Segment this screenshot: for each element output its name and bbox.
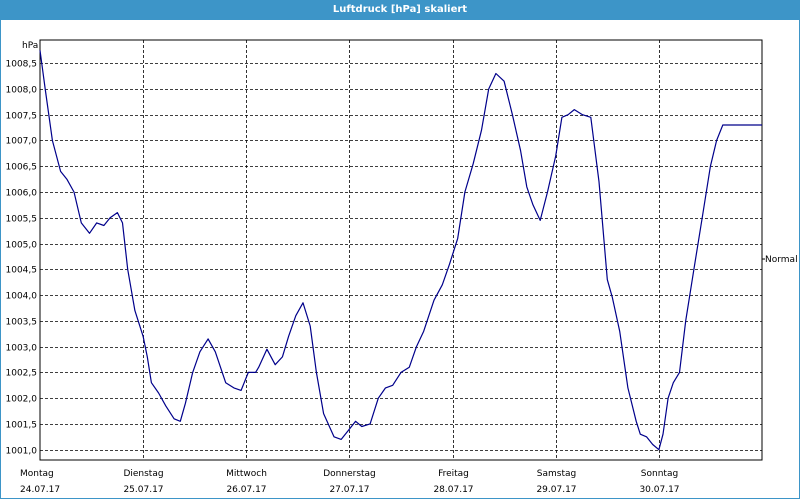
x-tick-date: 29.07.17	[536, 485, 576, 495]
y-tick-label: 1008,0	[6, 86, 38, 96]
x-tick-day: Sonntag	[641, 469, 678, 479]
plot-area	[39, 39, 763, 461]
x-tick-date: 24.07.17	[20, 485, 60, 495]
y-tick-label: 1007,0	[6, 137, 38, 147]
x-tick-date: 26.07.17	[226, 485, 266, 495]
y-tick-label: 1001,5	[6, 421, 38, 431]
y-tick-label: 1006,5	[6, 163, 38, 173]
y-tick-label: 1007,5	[6, 112, 38, 122]
y-tick-label: 1001,0	[6, 447, 38, 457]
x-tick-day: Donnerstag	[323, 469, 376, 479]
y-tick-label: 1002,5	[6, 369, 38, 379]
x-tick-day: Dienstag	[123, 469, 163, 479]
pressure-series-line	[39, 50, 762, 451]
reference-label: Normal	[765, 255, 798, 265]
y-axis-label: hPa	[22, 41, 38, 51]
x-tick-date: 28.07.17	[433, 485, 473, 495]
x-tick-day: Mittwoch	[226, 469, 267, 479]
x-tick-date: 27.07.17	[329, 485, 369, 495]
x-tick-day: Samstag	[537, 469, 576, 479]
y-tick-label: 1004,0	[6, 292, 38, 302]
x-tick-date: 30.07.17	[639, 485, 679, 495]
x-tick-day: Freitag	[438, 469, 469, 479]
x-tick-day: Montag	[20, 469, 54, 479]
y-tick-label: 1002,0	[6, 395, 38, 405]
chart-title: Luftdruck [hPa] skaliert	[0, 0, 800, 20]
y-tick-label: 1005,0	[6, 241, 38, 251]
y-tick-label: 1004,5	[6, 266, 38, 276]
y-tick-label: 1008,5	[6, 60, 38, 70]
y-tick-label: 1003,0	[6, 344, 38, 354]
y-tick-label: 1006,0	[6, 189, 38, 199]
y-tick-label: 1005,5	[6, 215, 38, 225]
y-tick-label: 1003,5	[6, 318, 38, 328]
x-tick-date: 25.07.17	[123, 485, 163, 495]
